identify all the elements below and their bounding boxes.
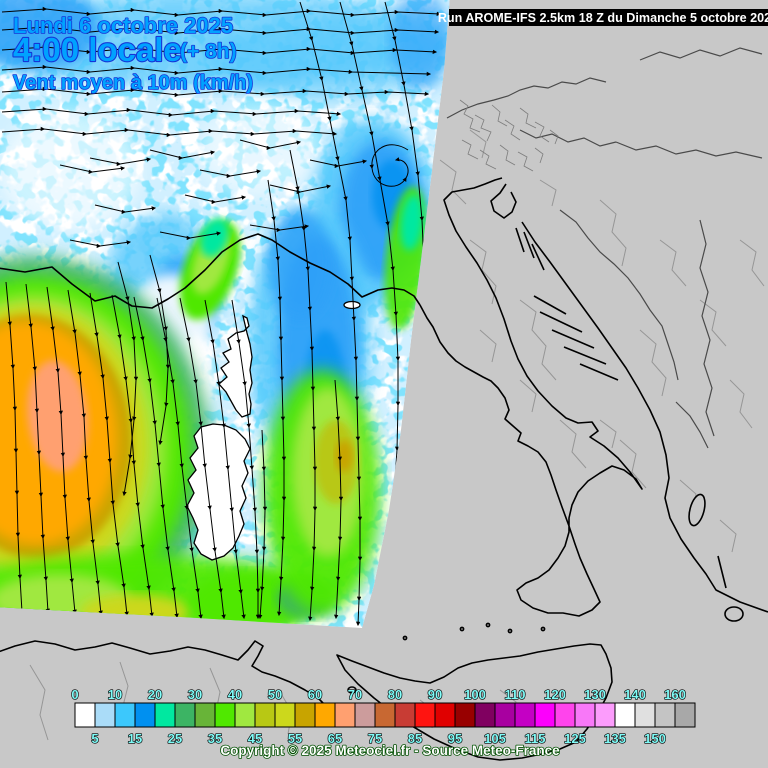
date-text: Lundi 6 octobre 2025: [13, 13, 233, 38]
scale-box: [314, 702, 336, 728]
scale-label: 110: [505, 687, 526, 702]
coast-istria: [490, 183, 517, 219]
scale-label: 125: [564, 731, 586, 746]
commune-mesh: [459, 99, 559, 172]
scale-box: [354, 702, 376, 728]
scale-box: [114, 702, 136, 728]
scale-box: [614, 702, 636, 728]
scale-box: [334, 702, 356, 728]
scale-box: [534, 702, 556, 728]
scale-box: [554, 702, 576, 728]
scale-box: [234, 702, 256, 728]
coast-sicily: [336, 643, 613, 761]
scale-box: [174, 702, 196, 728]
scale-label: 160: [664, 687, 686, 702]
scale-label: 45: [248, 731, 262, 746]
scale-label: 55: [288, 731, 302, 746]
scale-label: 30: [188, 687, 202, 702]
scale-box: [214, 702, 236, 728]
elba: [343, 300, 361, 310]
scale-label: 35: [208, 731, 222, 746]
scale-label: 95: [448, 731, 462, 746]
scale-label: 150: [644, 731, 666, 746]
scale-box: [94, 702, 116, 728]
scale-box: [134, 702, 156, 728]
scale-box: [674, 702, 696, 728]
scale-label: 120: [544, 687, 566, 702]
parameter-text: Vent moyen à 10m (km/h): [13, 72, 253, 94]
scale-label: 15: [128, 731, 142, 746]
scale-box: [634, 702, 656, 728]
scale-label: 70: [348, 687, 362, 702]
scale-label: 60: [308, 687, 322, 702]
scale-label: 65: [328, 731, 342, 746]
time-text: 4:00 locale: [13, 31, 182, 68]
scale-box: [254, 702, 276, 728]
scale-label: 25: [168, 731, 182, 746]
scale-label: 5: [91, 731, 98, 746]
legend-labels-bottom: 5 15 25 35 45 55 65 75 85 95 105 115 125…: [91, 730, 667, 746]
scale-label: 135: [604, 731, 626, 746]
coastlines: [0, 177, 768, 761]
title-overlay: Lundi 6 octobre 2025 4:00 locale (+ 8h) …: [12, 12, 254, 95]
scale-label: 50: [268, 687, 282, 702]
scale-box: [654, 702, 676, 728]
offset-text: (+ 8h): [180, 40, 237, 63]
scale-box: [494, 702, 516, 728]
scale-box: [74, 702, 96, 728]
scale-label: 105: [484, 731, 506, 746]
scale-label: 80: [388, 687, 402, 702]
scale-label: 20: [148, 687, 162, 702]
scale-label: 140: [624, 687, 646, 702]
run-info-bar: [449, 9, 768, 26]
pantelleria: [347, 686, 357, 694]
scale-box: [394, 702, 416, 728]
scale-box: [414, 702, 436, 728]
scale-label: 10: [108, 687, 122, 702]
scale-box: [294, 702, 316, 728]
scale-label: 75: [368, 731, 382, 746]
scale-box: [194, 702, 216, 728]
coast-france-liguria-tuscany: [0, 233, 421, 309]
scale-box: [574, 702, 596, 728]
scale-box: [374, 702, 396, 728]
run-info-text: Run AROME-IFS 2.5km 18 Z du Dimanche 5 o…: [438, 11, 768, 25]
scale-box: [454, 702, 476, 728]
scale-label: 130: [584, 687, 606, 702]
scale-box: [154, 702, 176, 728]
copyright-text: Copyright © 2025 Meteociel.fr - Source M…: [220, 743, 560, 758]
scale-label: 85: [408, 731, 422, 746]
scale-label: 90: [428, 687, 442, 702]
scale-box: [434, 702, 456, 728]
legend-colorbar: [74, 702, 696, 728]
scale-label: 100: [464, 687, 486, 702]
scale-label: 40: [228, 687, 242, 702]
corfu: [688, 493, 706, 527]
scale-label: 0: [71, 687, 78, 702]
small-islands: [347, 227, 744, 694]
legend-labels-top: 0 10 20 30 40 50 60 70 80 90 100 110 120…: [71, 686, 687, 702]
coast-italy: [419, 177, 643, 617]
country-borders: [446, 47, 763, 449]
streamlines: [1, 1, 442, 627]
scale-box: [474, 702, 496, 728]
scale-box: [594, 702, 616, 728]
scale-box: [274, 702, 296, 728]
coast-africa: [0, 640, 339, 721]
coast-dalmatia-albania-greece: [521, 221, 768, 613]
scale-box: [514, 702, 536, 728]
scale-label: 115: [525, 731, 546, 746]
